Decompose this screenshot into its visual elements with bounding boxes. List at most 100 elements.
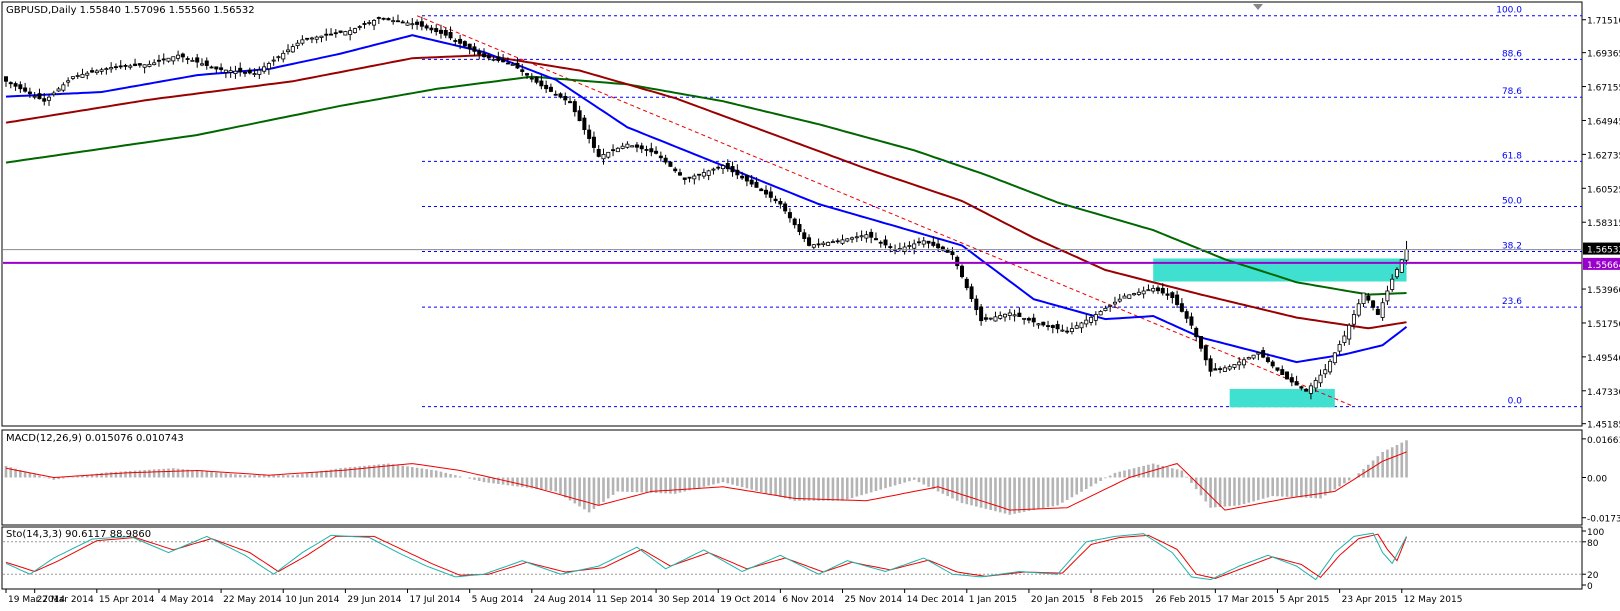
candle-body bbox=[663, 157, 668, 163]
candle-body bbox=[434, 28, 439, 33]
candle bbox=[13, 81, 18, 91]
stochastic-tick-label: 100 bbox=[1587, 528, 1604, 538]
support-price-tag bbox=[1583, 257, 1620, 270]
candle bbox=[1089, 314, 1094, 326]
candle-body bbox=[1175, 294, 1180, 305]
candle bbox=[438, 24, 443, 39]
candle-body bbox=[1285, 371, 1290, 380]
candle bbox=[845, 238, 850, 243]
candle-body bbox=[1203, 345, 1208, 361]
candle-body bbox=[1026, 318, 1031, 321]
candle bbox=[520, 63, 525, 76]
candle bbox=[286, 44, 291, 55]
candle bbox=[620, 142, 625, 150]
candle-body bbox=[415, 21, 420, 25]
candle bbox=[1022, 317, 1027, 325]
candle-body bbox=[486, 55, 491, 59]
candle bbox=[888, 243, 893, 253]
candle-body bbox=[864, 234, 869, 239]
candle-body bbox=[56, 88, 61, 92]
candle-body bbox=[137, 63, 142, 66]
candle-body bbox=[309, 37, 314, 40]
candle-body bbox=[1098, 311, 1103, 316]
candle-body bbox=[1017, 312, 1022, 317]
candle-body bbox=[133, 63, 138, 66]
candle bbox=[314, 35, 319, 44]
candle bbox=[152, 59, 157, 66]
candle-body bbox=[410, 23, 415, 26]
candle-body bbox=[233, 70, 238, 74]
candle-body bbox=[94, 70, 99, 74]
candle bbox=[721, 164, 726, 175]
candle-body bbox=[1093, 314, 1098, 321]
candle bbox=[1251, 354, 1256, 360]
candle bbox=[1017, 307, 1022, 318]
candle bbox=[338, 30, 343, 34]
candle-body bbox=[979, 306, 984, 322]
candle bbox=[1394, 267, 1399, 280]
candle-body bbox=[816, 243, 821, 246]
candle-body bbox=[983, 317, 988, 320]
candle-body bbox=[99, 69, 104, 72]
date-tick-label: 19 Oct 2014 bbox=[720, 595, 776, 605]
price-tick-label: 1.45185 bbox=[1587, 421, 1620, 431]
candle bbox=[960, 264, 965, 279]
candle bbox=[109, 62, 114, 73]
candle-body bbox=[1366, 295, 1371, 301]
macd-signal-line bbox=[5, 451, 1407, 511]
candle-body bbox=[721, 165, 726, 170]
candle bbox=[8, 81, 13, 89]
candle bbox=[525, 72, 530, 79]
candle-body bbox=[37, 93, 42, 100]
candle bbox=[701, 168, 706, 179]
candle bbox=[945, 247, 950, 253]
candle-body bbox=[281, 52, 286, 60]
candle bbox=[1199, 335, 1204, 352]
candle bbox=[534, 76, 539, 85]
candle-body bbox=[1170, 292, 1175, 299]
candle-body bbox=[1108, 304, 1113, 307]
fib-level: 88.6 bbox=[422, 49, 1582, 60]
candle-body bbox=[1160, 288, 1165, 294]
candle bbox=[1270, 360, 1275, 369]
candle-body bbox=[453, 40, 458, 42]
candle bbox=[740, 171, 745, 180]
stochastic-levels bbox=[3, 541, 1582, 575]
candle-body bbox=[27, 91, 32, 95]
candle-body bbox=[601, 154, 606, 160]
candle-body bbox=[147, 63, 152, 67]
candle bbox=[47, 93, 52, 106]
candle bbox=[271, 56, 276, 66]
candle-body bbox=[1328, 360, 1333, 373]
candle bbox=[309, 36, 314, 44]
candle-body bbox=[955, 256, 960, 267]
candle-body bbox=[620, 145, 625, 149]
scroll-marker-icon[interactable] bbox=[1253, 4, 1263, 10]
candle bbox=[37, 88, 42, 100]
candle-body bbox=[1361, 292, 1366, 304]
candle bbox=[372, 18, 377, 31]
candle-body bbox=[1060, 329, 1065, 332]
fib-level-label: 78.6 bbox=[1502, 87, 1522, 97]
candle bbox=[1112, 296, 1117, 309]
candle bbox=[80, 68, 85, 78]
candle bbox=[1351, 309, 1356, 330]
candle bbox=[735, 164, 740, 180]
stochastic-panel-header: Sto(14,3,3) 90.6117 88.9860 bbox=[6, 529, 151, 540]
candle-body bbox=[1227, 366, 1232, 370]
candle-body bbox=[730, 166, 735, 173]
candle-body bbox=[376, 17, 381, 19]
candle-body bbox=[228, 70, 233, 73]
candle bbox=[1342, 330, 1347, 346]
candle-body bbox=[969, 286, 974, 300]
fib-level-label: 23.6 bbox=[1502, 297, 1522, 307]
candle-body bbox=[1179, 303, 1184, 312]
candle bbox=[204, 57, 209, 70]
candle-body bbox=[964, 278, 969, 289]
candle bbox=[214, 66, 219, 74]
candle bbox=[539, 75, 544, 90]
candle-body bbox=[725, 162, 730, 170]
candle-body bbox=[1351, 314, 1356, 325]
candle bbox=[1275, 367, 1280, 372]
